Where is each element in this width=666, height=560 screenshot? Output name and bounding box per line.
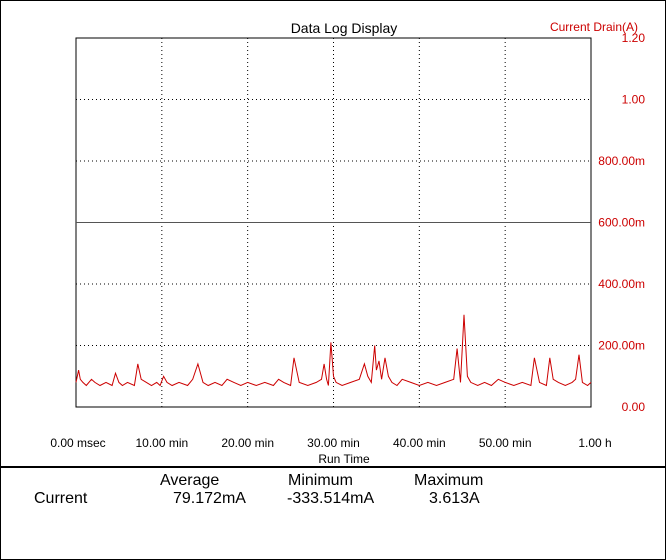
average-value: 79.172mA [173, 490, 246, 507]
y-tick-label: 200.00m [598, 339, 645, 353]
y-tick-label: 800.00m [598, 154, 645, 168]
x-tick-label: 30.00 min [307, 436, 360, 450]
data-log-chart: Data Log Display Current Drain(A) Run Ti… [50, 20, 646, 466]
current-drain-series-line [75, 314, 592, 387]
x-axis-label: Run Time [318, 452, 370, 466]
maximum-value: 3.613A [429, 490, 480, 507]
average-header: Average [160, 472, 220, 489]
current-row-label: Current [34, 490, 88, 507]
y-tick-label: 1.00 [622, 93, 646, 107]
y-tick-label: 1.20 [622, 31, 646, 45]
y-tick-label: 400.00m [598, 277, 645, 291]
minimum-header: Minimum [288, 472, 353, 489]
chart-panel: Data Log Display Current Drain(A) Run Ti… [0, 0, 666, 467]
chart-title: Data Log Display [291, 20, 398, 36]
x-tick-label: 0.00 msec [50, 436, 105, 450]
x-tick-label: 10.00 min [135, 436, 188, 450]
maximum-header: Maximum [414, 472, 484, 489]
x-tick-label: 50.00 min [479, 436, 532, 450]
x-tick-label: 20.00 min [221, 436, 274, 450]
minimum-value: -333.514mA [287, 490, 375, 507]
x-tick-label: 40.00 min [393, 436, 446, 450]
x-tick-label: 1.00 h [578, 436, 611, 450]
y-axis-label: Current Drain(A) [550, 20, 638, 34]
stats-panel: Average Minimum Maximum Current 79.172mA… [0, 467, 666, 560]
y-tick-label: 0.00 [622, 400, 646, 414]
y-tick-label: 600.00m [598, 216, 645, 230]
